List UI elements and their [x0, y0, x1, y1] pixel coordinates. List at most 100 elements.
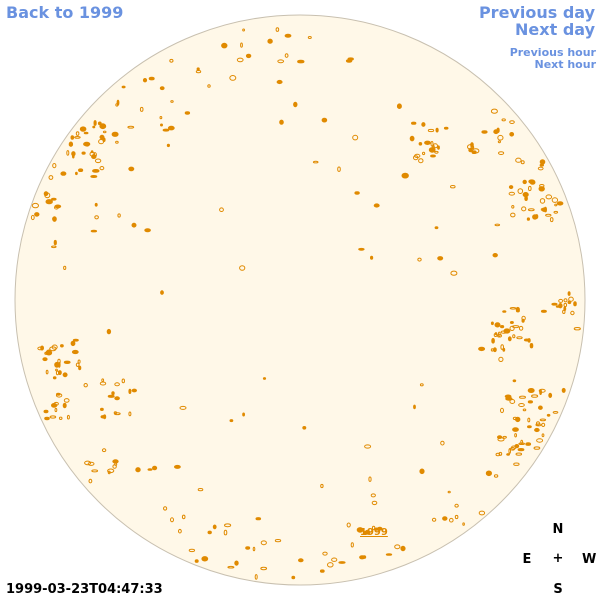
compass-west-label: W [582, 552, 597, 567]
feature-contour [512, 334, 516, 339]
feature-contour [424, 140, 431, 146]
feature-contour [573, 327, 581, 331]
feature-contour [85, 143, 90, 147]
feature-contour [394, 544, 401, 550]
feature-contour [40, 345, 44, 351]
feature-contour [51, 344, 58, 350]
feature-contour [152, 465, 158, 471]
feature-contour [255, 517, 262, 521]
feature-contour [517, 188, 524, 195]
feature-contour [70, 340, 76, 347]
feature-contour [62, 402, 67, 409]
feature-contour [449, 517, 454, 523]
feature-contour [494, 223, 501, 227]
feature-contour [435, 127, 439, 133]
previous-hour-link[interactable]: Previous hour [509, 46, 596, 59]
feature-contour [298, 558, 304, 563]
feature-contour [527, 425, 532, 429]
feature-contour [500, 325, 505, 329]
feature-contour [508, 448, 512, 454]
feature-contour [274, 539, 282, 543]
feature-contour [75, 362, 80, 367]
feature-contour [147, 468, 153, 471]
next-hour-link[interactable]: Next hour [534, 58, 597, 71]
feature-contour [539, 418, 547, 422]
feature-contour [490, 321, 494, 326]
feature-contour [83, 131, 89, 135]
feature-contour [385, 553, 393, 556]
feature-contour [60, 171, 67, 176]
feature-contour [493, 333, 498, 337]
feature-contour [471, 150, 477, 154]
feature-contour [75, 131, 80, 136]
feature-contour [101, 378, 105, 383]
feature-contour [254, 574, 258, 580]
feature-contour [53, 239, 57, 246]
feature-contour [520, 160, 525, 165]
feature-contour [430, 141, 434, 147]
feature-contour [322, 551, 328, 556]
feature-contour [515, 416, 521, 423]
feature-contour [114, 382, 120, 387]
feature-contour [493, 474, 499, 478]
feature-contour [84, 460, 92, 466]
feature-contour [558, 303, 563, 309]
feature-contour [224, 523, 232, 528]
feature-contour [42, 357, 48, 362]
feature-contour [538, 405, 543, 410]
feature-contour [352, 134, 359, 141]
feature-contour [549, 217, 554, 223]
feature-contour [223, 529, 228, 536]
feature-contour [34, 212, 40, 217]
feature-contour [276, 79, 283, 85]
previous-day-link[interactable]: Previous day [478, 3, 595, 22]
feature-contour [413, 404, 416, 410]
feature-contour [99, 123, 107, 130]
feature-contour [520, 439, 524, 445]
back-to-year-link[interactable]: Back to 1999 [6, 3, 124, 22]
feature-contour [234, 560, 239, 566]
feature-contour [312, 160, 319, 164]
feature-contour [539, 159, 546, 165]
feature-contour [121, 85, 126, 89]
feature-contour [362, 555, 367, 559]
feature-contour [411, 121, 417, 125]
feature-contour [94, 158, 102, 164]
feature-contour [297, 59, 305, 64]
feature-contour [561, 387, 566, 393]
feature-contour [52, 216, 57, 222]
feature-contour [63, 360, 71, 364]
feature-contour [440, 440, 445, 446]
feature-contour [422, 151, 426, 156]
feature-contour [221, 42, 228, 49]
feature-contour [442, 516, 448, 521]
feature-contour [450, 185, 456, 189]
feature-contour [421, 122, 426, 127]
feature-contour [512, 379, 517, 383]
feature-contour [49, 415, 57, 419]
year-link[interactable]: 1999 [360, 527, 388, 538]
next-day-link[interactable]: Next day [515, 20, 595, 39]
feature-contour [321, 117, 328, 123]
feature-contour [101, 448, 107, 453]
feature-contour [522, 179, 527, 185]
feature-contour [509, 321, 514, 324]
feature-contour [331, 557, 338, 562]
feature-contour [567, 291, 571, 296]
feature-contour [450, 270, 458, 276]
feature-contour [356, 527, 364, 533]
feature-contour [178, 528, 182, 534]
feature-contour [419, 468, 425, 475]
feature-contour [31, 202, 40, 209]
feature-contour [556, 201, 564, 206]
feature-contour [526, 217, 531, 221]
feature-contour [462, 522, 465, 526]
feature-contour [102, 137, 106, 143]
feature-contour [83, 383, 88, 388]
feature-contour [68, 141, 74, 147]
feature-contour [188, 548, 196, 553]
feature-contour [93, 152, 97, 158]
feature-contour [179, 405, 187, 410]
feature-contour [219, 207, 224, 212]
